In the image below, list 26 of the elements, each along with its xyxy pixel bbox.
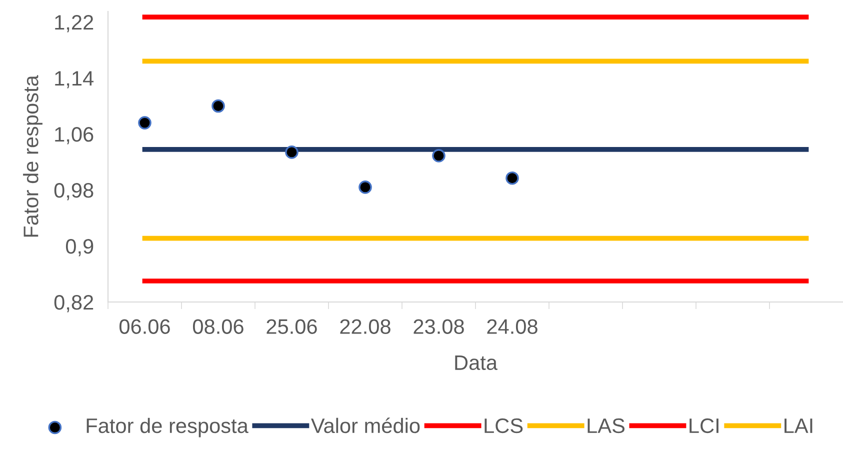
y-tick-label: 0,82 xyxy=(54,295,94,312)
point xyxy=(285,146,298,159)
legend-label: LAI xyxy=(784,418,812,433)
y-axis-title: Fator de resposta xyxy=(23,75,42,237)
legend-label: Valor médio xyxy=(310,418,420,434)
x-tick-label: 08.06 xyxy=(193,319,244,334)
point xyxy=(432,149,446,162)
legend-label: LAS xyxy=(588,418,624,434)
legend-label: LCS xyxy=(484,418,523,434)
y-tick-label: 1,14 xyxy=(55,71,94,88)
legend-label: Fator de resposta xyxy=(86,418,248,438)
point xyxy=(138,116,152,130)
y-tick-label: 0,98 xyxy=(54,183,94,200)
x-tick-label: 06.06 xyxy=(120,319,170,334)
x-tick-label: 25.06 xyxy=(266,319,317,334)
point xyxy=(358,180,372,194)
y-tick-label: 1,22 xyxy=(55,15,94,32)
x-tick-label: 23.08 xyxy=(414,319,464,334)
x-tick-label: 22.08 xyxy=(340,319,390,334)
point xyxy=(212,99,225,113)
y-tick-label: 0,9 xyxy=(66,239,94,256)
point xyxy=(506,171,519,185)
x-axis-title: Data xyxy=(455,356,498,370)
y-tick-label: 1,06 xyxy=(55,127,94,144)
x-tick-label: 24.08 xyxy=(487,319,538,334)
legend-label: LCI xyxy=(690,418,718,434)
